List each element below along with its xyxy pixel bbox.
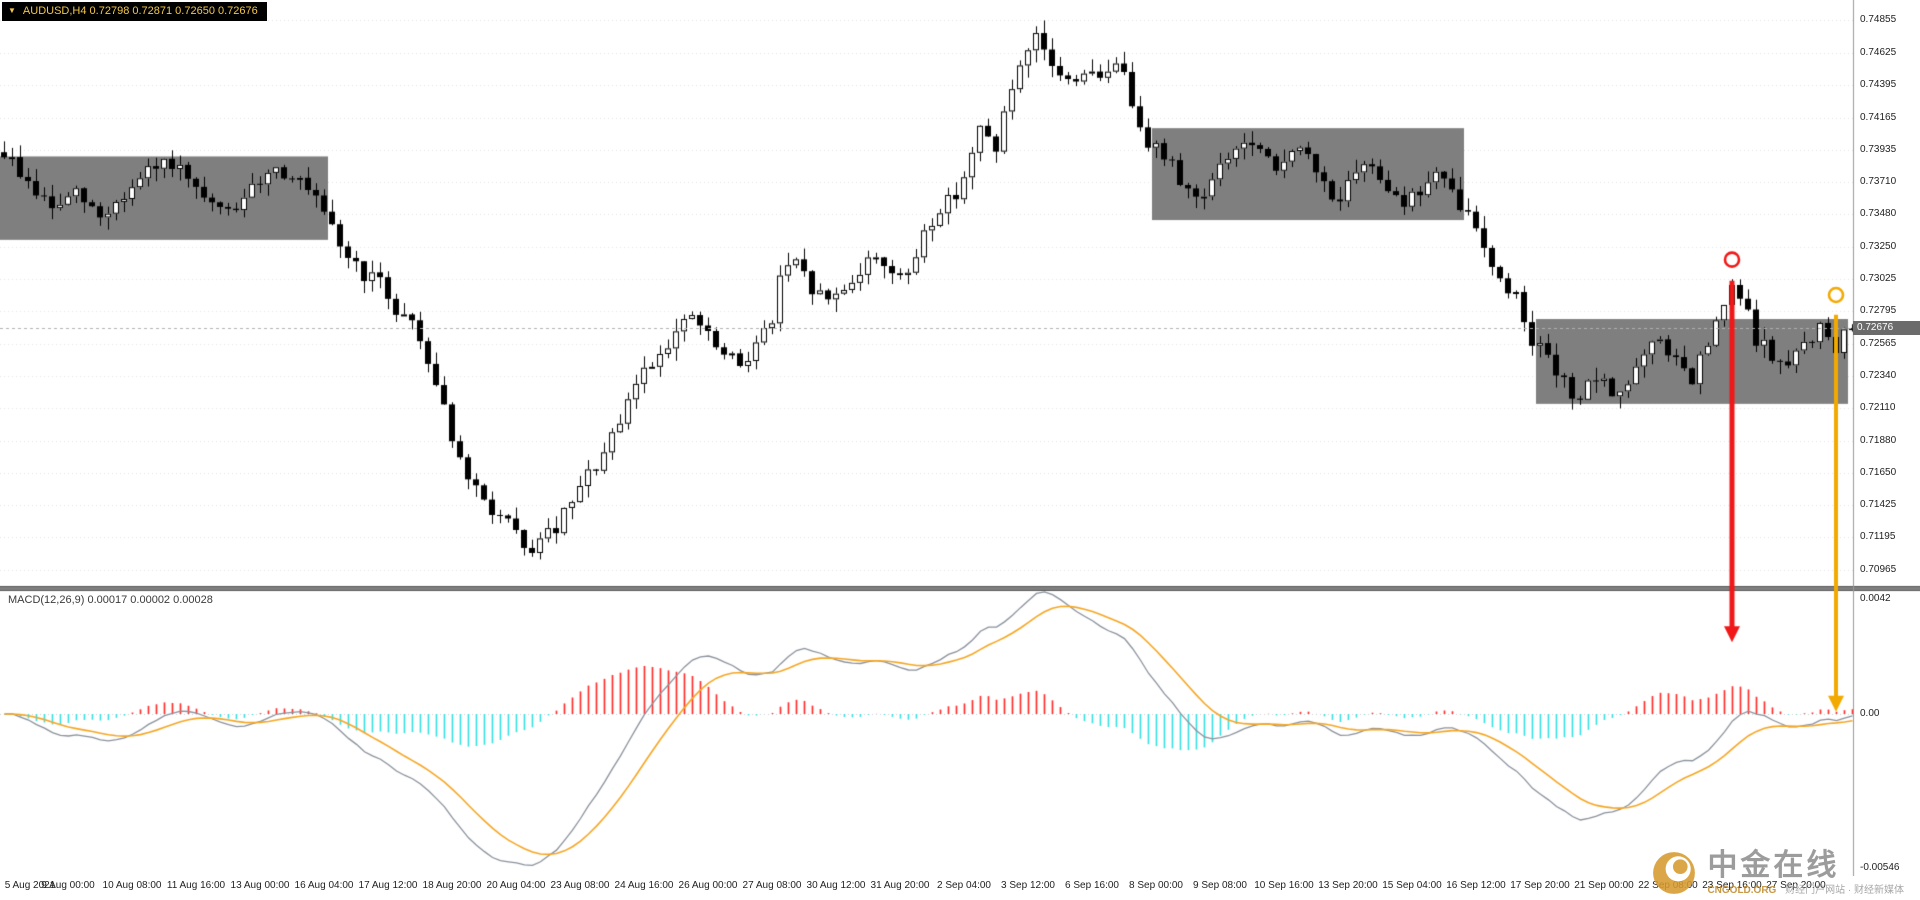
time-axis-label: 27 Sep 20:00 xyxy=(1766,880,1826,891)
cngold-logo-icon xyxy=(1653,851,1696,894)
time-axis-label: 17 Aug 12:00 xyxy=(358,880,418,891)
time-axis-label: 9 Aug 00:00 xyxy=(41,880,95,891)
price-axis-label: 0.74855 xyxy=(1860,14,1897,25)
time-axis-label: 8 Sep 00:00 xyxy=(1129,880,1183,891)
time-axis-label: 18 Aug 20:00 xyxy=(422,880,482,891)
macd-axis-label: 0.00 xyxy=(1860,708,1880,719)
time-axis-label: 30 Aug 12:00 xyxy=(806,880,866,891)
time-axis-label: 21 Sep 00:00 xyxy=(1574,880,1634,891)
price-axis[interactable]: 0.74855 0.74625 0.74395 0.74165 0.73935 0.737… xyxy=(1853,0,1920,876)
time-axis-label: 10 Sep 16:00 xyxy=(1254,880,1314,891)
time-axis-label: 13 Sep 20:00 xyxy=(1318,880,1378,891)
time-axis-label: 20 Aug 04:00 xyxy=(486,880,546,891)
time-axis-label: 15 Sep 04:00 xyxy=(1382,880,1442,891)
price-axis-label: 0.72110 xyxy=(1860,402,1896,414)
price-axis-label: 0.73935 xyxy=(1860,144,1897,156)
watermark-title: 中金在线 xyxy=(1707,849,1840,882)
price-axis-label: 0.74395 xyxy=(1860,79,1897,91)
price-axis-label: 0.73710 xyxy=(1860,175,1897,187)
price-axis-label: 0.73480 xyxy=(1860,208,1897,220)
current-price-badge: 0.72676 xyxy=(1853,321,1920,336)
watermark-tagline: 财经门户网站 · 财经新媒体 xyxy=(1785,885,1904,896)
time-axis-label: 3 Sep 12:00 xyxy=(1001,880,1055,891)
watermark: 中金在线 CNGOLD.ORG 财经门户网站 · 财经新媒体 xyxy=(1651,849,1904,896)
macd-axis[interactable]: 0.0042 0.00 -0.00546 xyxy=(1853,0,1920,900)
price-axis-label: 0.72795 xyxy=(1860,305,1897,317)
time-axis-label: 9 Sep 08:00 xyxy=(1193,880,1247,891)
price-axis-label: 0.74165 xyxy=(1860,111,1897,123)
time-axis[interactable]: 5 Aug 2021 9 Aug 00:00 10 Aug 08:00 11 Aug … xyxy=(0,876,1920,900)
time-axis-label: 11 Aug 16:00 xyxy=(166,880,226,891)
time-axis-label: 17 Sep 20:00 xyxy=(1510,880,1570,891)
time-axis-label: 26 Aug 00:00 xyxy=(678,880,738,891)
time-axis-label: 23 Aug 08:00 xyxy=(550,880,610,891)
time-axis-label: 5 Aug 2021 xyxy=(4,880,56,891)
time-axis-label: 27 Aug 08:00 xyxy=(742,880,802,891)
chevron-down-icon[interactable]: ▼ xyxy=(8,6,16,15)
macd-indicator-label: MACD(12,26,9) 0.00017 0.00002 0.00028 xyxy=(8,594,213,606)
price-axis-label: 0.71880 xyxy=(1860,434,1897,446)
time-axis-label: 2 Sep 04:00 xyxy=(937,880,991,891)
macd-axis-label: -0.00546 xyxy=(1860,862,1900,873)
price-axis-label: 0.72340 xyxy=(1860,369,1897,381)
time-axis-label: 6 Sep 16:00 xyxy=(1065,880,1119,891)
time-axis-label: 10 Aug 08:00 xyxy=(102,880,162,891)
symbol-info-chip: ▼ AUDUSD,H4 0.72798 0.72871 0.72650 0.72… xyxy=(2,2,267,21)
macd-axis-label: 0.0042 xyxy=(1860,593,1891,604)
time-axis-label: 23 Sep 16:00 xyxy=(1702,880,1762,891)
price-axis-label: 0.73250 xyxy=(1860,240,1897,252)
time-axis-label: 24 Aug 16:00 xyxy=(614,880,674,891)
time-axis-label: 13 Aug 00:00 xyxy=(230,880,290,891)
price-axis-label: 0.70965 xyxy=(1860,564,1897,575)
price-axis-label: 0.71195 xyxy=(1860,531,1896,543)
price-axis-label: 0.71650 xyxy=(1860,467,1897,479)
watermark-domain: CNGOLD.ORG xyxy=(1707,885,1777,896)
price-axis-label: 0.73025 xyxy=(1860,272,1897,284)
time-axis-label: 16 Aug 04:00 xyxy=(294,880,354,891)
price-axis-label: 0.71425 xyxy=(1860,498,1897,510)
time-axis-label: 16 Sep 12:00 xyxy=(1446,880,1506,891)
price-axis-label: 0.72565 xyxy=(1860,337,1897,349)
price-axis-label: 0.74625 xyxy=(1860,46,1897,58)
watermark-caption: CNGOLD.ORG 财经门户网站 · 财经新媒体 xyxy=(1707,885,1904,896)
time-axis-label: 31 Aug 20:00 xyxy=(870,880,930,891)
symbol-ohlc-label: AUDUSD,H4 0.72798 0.72871 0.72650 0.7267… xyxy=(22,5,258,17)
